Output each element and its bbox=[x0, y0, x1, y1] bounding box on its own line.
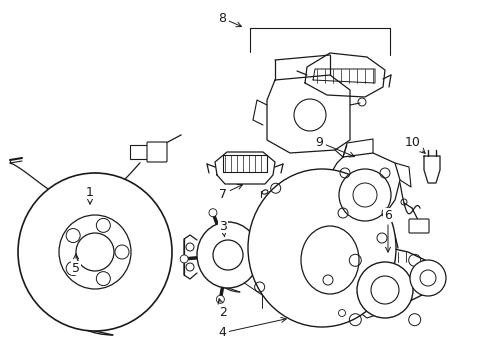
Text: 8: 8 bbox=[218, 12, 241, 27]
Text: 1: 1 bbox=[86, 185, 94, 204]
Circle shape bbox=[338, 169, 390, 221]
Circle shape bbox=[257, 222, 265, 230]
Ellipse shape bbox=[59, 215, 131, 289]
Circle shape bbox=[262, 274, 269, 282]
Ellipse shape bbox=[247, 169, 395, 327]
Circle shape bbox=[216, 295, 224, 303]
Circle shape bbox=[293, 99, 325, 131]
Circle shape bbox=[370, 276, 398, 304]
Ellipse shape bbox=[268, 197, 274, 201]
Ellipse shape bbox=[197, 222, 259, 288]
Ellipse shape bbox=[262, 190, 267, 194]
Text: 5: 5 bbox=[72, 254, 80, 274]
Circle shape bbox=[208, 209, 217, 217]
Text: 6: 6 bbox=[383, 208, 391, 252]
FancyBboxPatch shape bbox=[130, 145, 150, 159]
Circle shape bbox=[180, 255, 188, 263]
Circle shape bbox=[409, 260, 445, 296]
Text: 7: 7 bbox=[219, 185, 242, 201]
Ellipse shape bbox=[301, 226, 358, 294]
FancyBboxPatch shape bbox=[408, 219, 428, 233]
Text: 10: 10 bbox=[404, 135, 424, 153]
FancyBboxPatch shape bbox=[147, 142, 167, 162]
Text: 4: 4 bbox=[218, 318, 285, 339]
Circle shape bbox=[356, 262, 412, 318]
Text: 2: 2 bbox=[218, 299, 226, 319]
Text: 3: 3 bbox=[219, 220, 226, 236]
Text: 9: 9 bbox=[314, 135, 354, 157]
Ellipse shape bbox=[213, 240, 243, 270]
Ellipse shape bbox=[18, 173, 172, 331]
